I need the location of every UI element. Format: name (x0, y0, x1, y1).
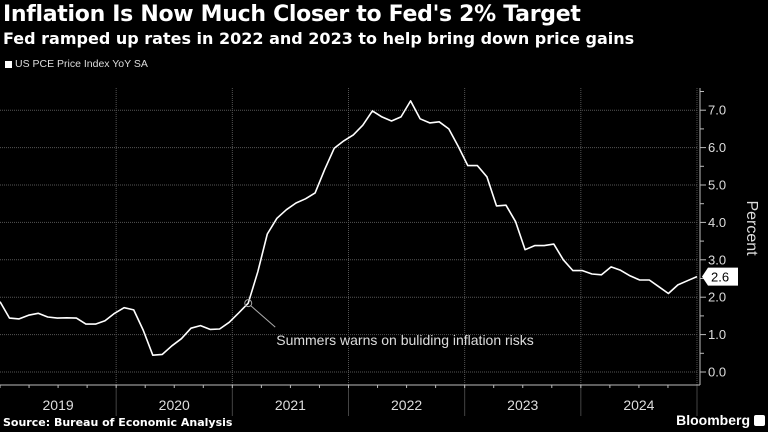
x-year-label: 2019 (43, 397, 74, 413)
x-year-label: 2022 (391, 397, 422, 413)
annotation-text: Summers warns on buliding inflation risk… (276, 332, 534, 348)
y-tick-label: 1.0 (708, 327, 726, 342)
legend-label: US PCE Price Index YoY SA (15, 58, 148, 70)
brand-logo: Bloomberg (676, 412, 750, 428)
y-tick-label: 4.0 (708, 215, 726, 230)
y-axis-label: Percent (743, 200, 760, 256)
y-tick-label: 2.0 (708, 290, 726, 305)
x-year-label: 2024 (623, 397, 654, 413)
bloomberg-icon (754, 415, 765, 426)
y-tick-label: 7.0 (708, 103, 726, 118)
y-tick-label: 3.0 (708, 252, 726, 267)
legend-swatch (5, 60, 12, 68)
legend: US PCE Price Index YoY SA (5, 58, 148, 70)
y-tick-label: 6.0 (708, 140, 726, 155)
x-year-label: 2023 (507, 397, 538, 413)
annotation-marker (244, 299, 253, 308)
chart-title: Inflation Is Now Much Closer to Fed's 2%… (3, 2, 581, 27)
y-tick-label: 0.0 (708, 365, 726, 380)
x-year-label: 2021 (275, 397, 306, 413)
last-value-label: 2.6 (711, 270, 729, 285)
y-tick-label: 5.0 (708, 178, 726, 193)
source-note: Source: Bureau of Economic Analysis (3, 416, 233, 429)
series-line (0, 100, 698, 356)
chart-subtitle: Fed ramped up rates in 2022 and 2023 to … (3, 29, 635, 48)
annotation-leader (250, 305, 276, 328)
x-year-label: 2020 (159, 397, 190, 413)
last-value-badge (702, 267, 738, 286)
